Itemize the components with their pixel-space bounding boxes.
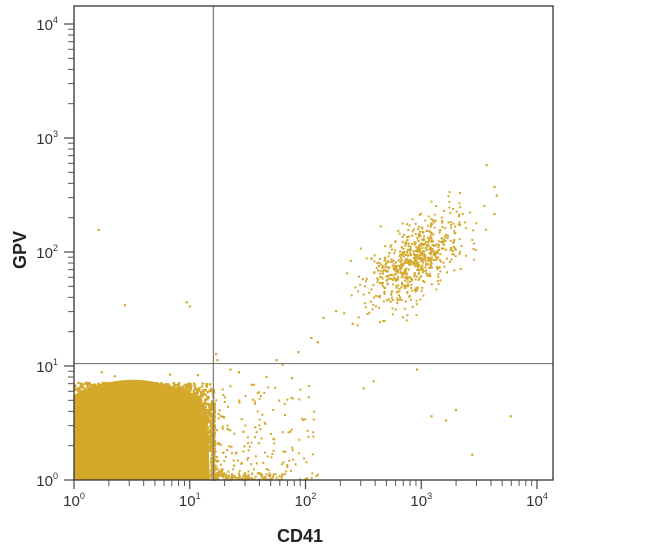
x-tick-label: 101 [179, 491, 201, 510]
y-axis-title: GPV [10, 231, 30, 269]
y-tick-label: 103 [36, 129, 58, 148]
x-axis: 100 101 102 103 104 [63, 480, 548, 510]
plot-frame [73, 5, 554, 481]
quadrant-gates [74, 6, 553, 480]
x-axis-title: CD41 [277, 526, 323, 546]
x-tick-label: 104 [526, 491, 548, 510]
dots-layer [74, 164, 512, 481]
y-tick-label: 104 [36, 15, 58, 34]
x-tick-label: 102 [295, 491, 317, 510]
y-tick-label: 101 [36, 357, 58, 376]
y-axis: 100 101 102 103 104 [36, 15, 74, 490]
x-tick-label: 103 [410, 491, 432, 510]
y-tick-label: 100 [36, 471, 58, 490]
x-tick-label: 100 [63, 491, 85, 510]
y-tick-label: 102 [36, 243, 58, 262]
